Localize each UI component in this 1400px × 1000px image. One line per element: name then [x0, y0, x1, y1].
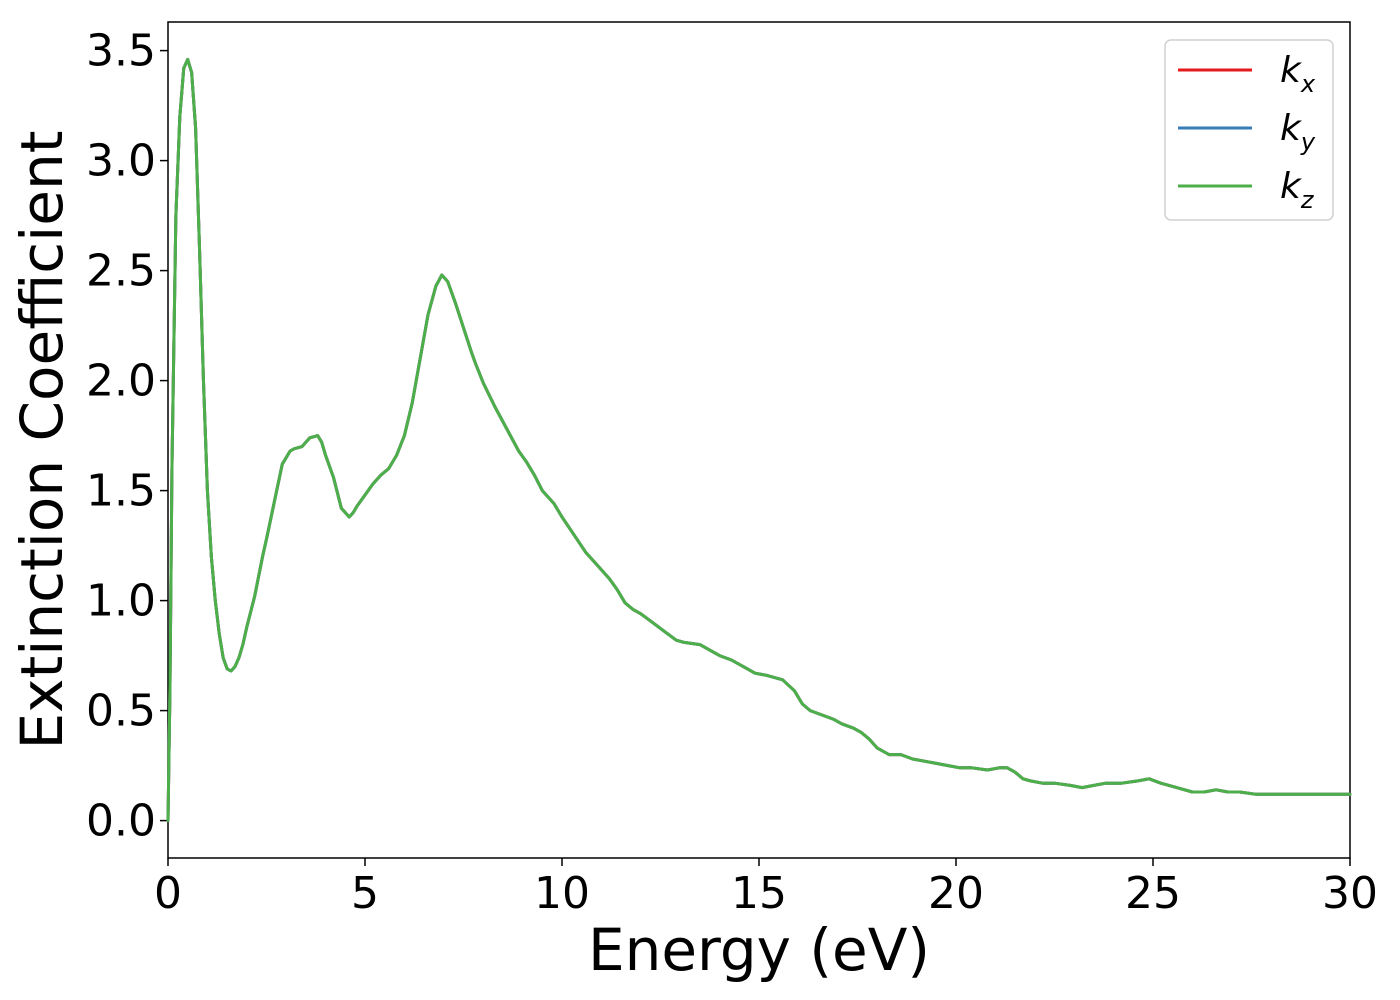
x-tick-label: 25: [1125, 868, 1181, 919]
series-line-kz: [166, 57, 1352, 823]
legend-label-kz: kz: [1280, 166, 1315, 214]
legend: kx ky kz: [1164, 39, 1334, 221]
x-axis-title: Energy (eV): [588, 916, 930, 984]
y-tick-label: 2.0: [86, 356, 156, 407]
x-tick-label: 15: [731, 868, 787, 919]
legend-label-kx: kx: [1280, 50, 1316, 98]
y-tick-label: 1.0: [86, 576, 156, 627]
y-tick-label: 0.5: [86, 686, 156, 737]
y-tick-label: 3.5: [86, 26, 156, 77]
x-tick-label: 30: [1322, 868, 1378, 919]
legend-box: [1164, 39, 1334, 221]
series-lines: [166, 57, 1352, 823]
plot-area: [167, 21, 1351, 859]
x-tick-label: 10: [534, 868, 590, 919]
y-tick-label: 1.5: [86, 466, 156, 517]
x-axis: 0 5 10 15 20 25 30: [154, 858, 1378, 919]
y-axis: 0.0 0.5 1.0 1.5 2.0 2.5 3.0 3.5: [86, 26, 168, 847]
x-tick-label: 20: [928, 868, 984, 919]
y-axis-title: Extinction Coefficient: [8, 131, 76, 750]
y-tick-label: 3.0: [86, 136, 156, 187]
y-tick-label: 0.0: [86, 796, 156, 847]
y-tick-label: 2.5: [86, 246, 156, 297]
x-tick-label: 5: [351, 868, 379, 919]
x-tick-label: 0: [154, 868, 182, 919]
legend-label-ky: ky: [1280, 108, 1316, 156]
